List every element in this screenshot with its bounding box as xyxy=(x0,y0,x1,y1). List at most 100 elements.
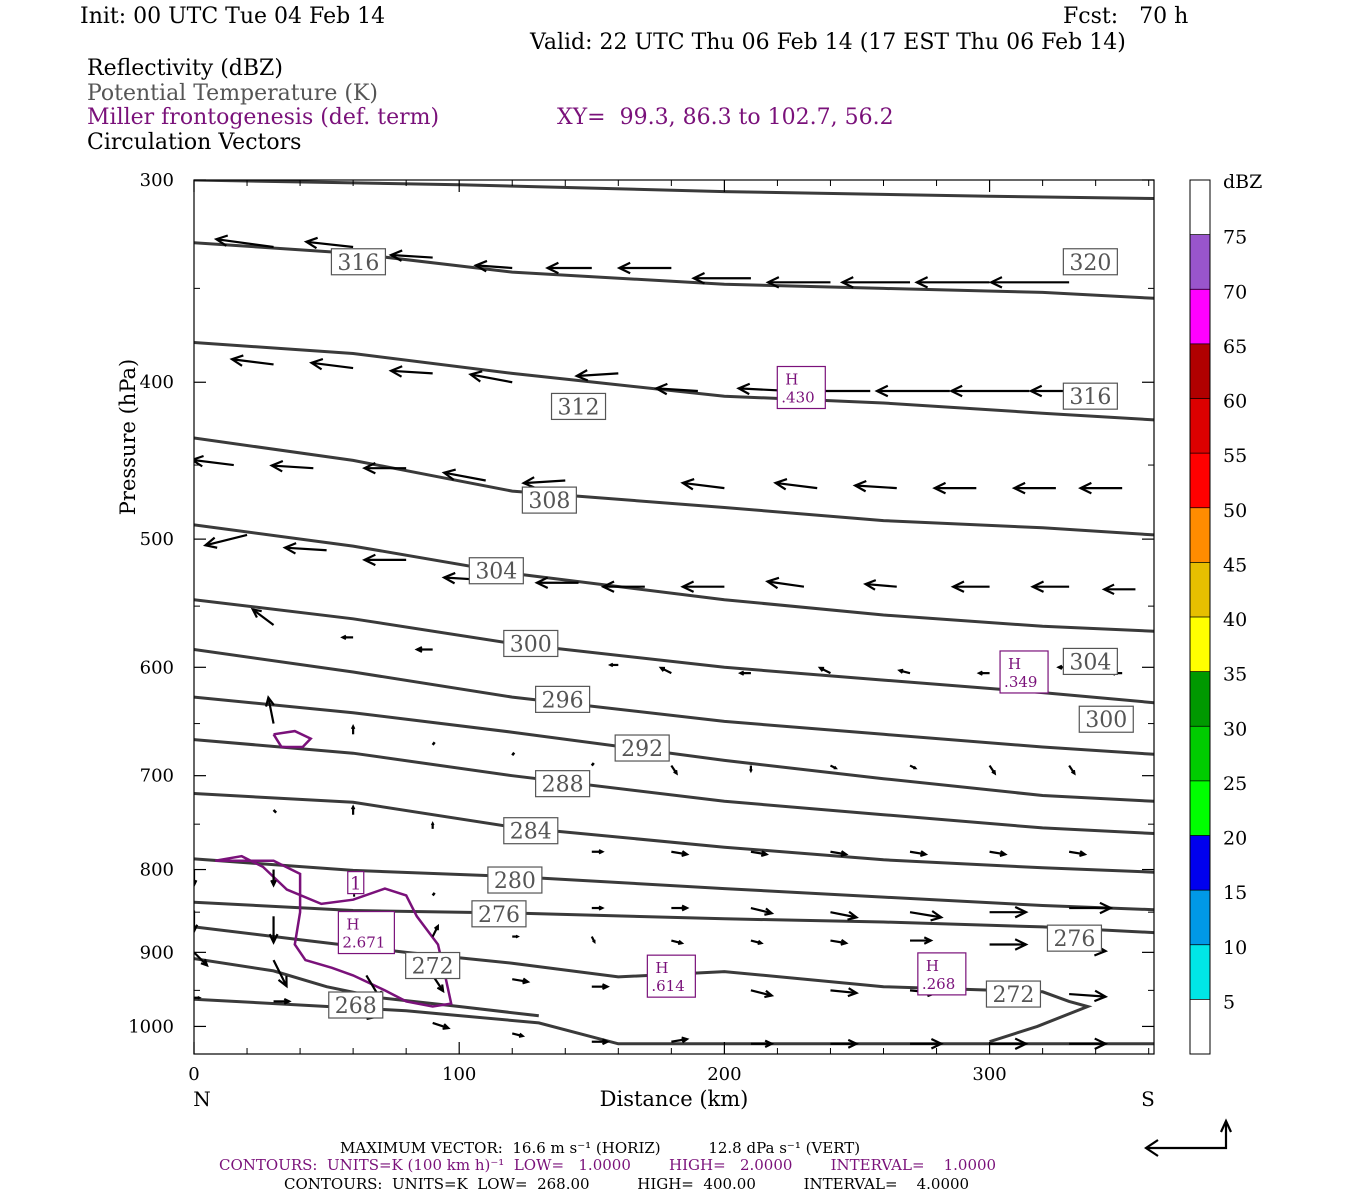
theta-label-box xyxy=(487,866,543,894)
x-tick-label: 0 xyxy=(188,1064,199,1085)
vector-head xyxy=(607,662,614,668)
circulation-vector xyxy=(989,938,1029,951)
theta-label-text: 288 xyxy=(542,773,584,798)
theta-label-text: 276 xyxy=(478,903,520,928)
vector-head xyxy=(839,276,854,289)
vector-head xyxy=(1014,1037,1029,1051)
circulation-vector xyxy=(268,916,279,945)
circulation-vector xyxy=(765,576,805,590)
vector-head xyxy=(840,939,849,946)
vector-head xyxy=(897,668,904,674)
theta-label-box xyxy=(330,248,387,276)
colorbar-label: 40 xyxy=(1223,609,1247,631)
theta-label: 304 xyxy=(1062,647,1118,675)
vector-shaft xyxy=(271,464,314,470)
circulation-vector xyxy=(910,1038,944,1050)
theta-label-text: 316 xyxy=(1069,385,1111,410)
colorbar-label: 5 xyxy=(1223,991,1235,1013)
vector-head xyxy=(282,542,297,555)
circulation-vector xyxy=(362,461,407,475)
vector-head xyxy=(930,910,944,922)
vector-head xyxy=(817,666,825,672)
y-tick-label: 1000 xyxy=(128,1016,174,1037)
circulation-vector xyxy=(830,987,859,998)
y-tick-label: 500 xyxy=(140,529,174,550)
frontogenesis-max-box xyxy=(917,952,967,996)
vector-head xyxy=(833,765,838,770)
vector-head xyxy=(765,276,780,289)
circulation-vector xyxy=(213,234,274,249)
theta-label-box xyxy=(985,980,1042,1008)
y-tick-label: 600 xyxy=(140,657,174,678)
frontogenesis-max-value: .430 xyxy=(781,389,814,407)
vector-shaft xyxy=(252,608,275,626)
frontogenesis-max-box xyxy=(776,365,826,410)
colorbar-segment xyxy=(1190,234,1210,290)
field-label-reflectivity: Reflectivity (dBZ) xyxy=(87,56,283,81)
frontogenesis-max-box xyxy=(646,954,696,998)
field-label-frontogenesis: Miller frontogenesis (def. term) xyxy=(87,105,440,130)
y-tick-label: 700 xyxy=(140,766,174,787)
vector-head xyxy=(515,934,520,939)
theta-label: 308 xyxy=(521,486,577,514)
frontogenesis-max-value: .614 xyxy=(651,977,684,995)
vector-head xyxy=(1079,850,1088,857)
footer-max-vector: MAXIMUM VECTOR: 16.6 m s⁻¹ (HORIZ) 12.8 … xyxy=(340,1139,861,1157)
theta-label-box xyxy=(550,392,607,421)
circulation-vector xyxy=(909,910,944,922)
frontogenesis-max: H.349 xyxy=(999,650,1049,694)
theta-label: 312 xyxy=(550,392,607,421)
theta-label-box xyxy=(328,991,384,1019)
theta-label: 300 xyxy=(503,629,559,657)
vector-head xyxy=(1028,384,1043,398)
vector-head xyxy=(574,369,589,382)
frontogenesis-max-h: H xyxy=(785,371,798,389)
circulation-vector xyxy=(989,905,1029,919)
vector-head xyxy=(914,276,929,289)
vector-head xyxy=(681,1036,690,1044)
vector-head xyxy=(847,987,859,998)
circulation-vector xyxy=(414,646,433,653)
circulation-vector xyxy=(264,695,275,724)
vector-shaft xyxy=(855,484,897,490)
circulation-vector xyxy=(362,553,407,567)
theta-contour-296 xyxy=(194,648,1154,756)
circulation-vector xyxy=(829,764,838,770)
circulation-vector xyxy=(830,850,849,857)
vector-head xyxy=(680,580,695,593)
circulation-vector xyxy=(591,849,605,855)
theta-label-box xyxy=(535,770,591,798)
vector-head xyxy=(202,536,218,549)
colorbar-label: 20 xyxy=(1223,828,1247,850)
vector-head xyxy=(433,923,440,931)
circulation-vector xyxy=(910,936,934,945)
circulation-vector xyxy=(511,1032,526,1038)
vector-head xyxy=(598,905,605,911)
circulation-vector xyxy=(468,370,513,384)
theta-label: 288 xyxy=(535,770,591,798)
vector-head xyxy=(468,370,483,383)
vector-head xyxy=(601,983,610,991)
vector-shaft xyxy=(909,850,926,856)
colorbar-label: 25 xyxy=(1223,773,1247,795)
theta-label: 272 xyxy=(405,951,461,980)
vector-head xyxy=(442,1023,451,1030)
circulation-vector xyxy=(671,939,685,945)
circulation-vector xyxy=(988,276,1070,289)
circulation-vector xyxy=(950,580,990,593)
circulation-vector xyxy=(897,668,911,675)
circulation-vector xyxy=(750,989,775,999)
circulation-vector xyxy=(432,1021,451,1030)
vector-head xyxy=(930,1038,944,1050)
vector-head xyxy=(601,1038,610,1046)
circulation-vector xyxy=(874,384,950,398)
circulation-vector xyxy=(817,666,831,675)
y-axis-title: Pressure (hPa) xyxy=(116,359,140,515)
theta-label-text: 300 xyxy=(1085,708,1127,733)
vector-head xyxy=(874,384,889,398)
circulation-vector xyxy=(670,764,678,776)
colorbar-label: 65 xyxy=(1223,336,1247,358)
colorbar-segment xyxy=(1190,453,1210,508)
frontogenesis-contour-1 xyxy=(272,729,313,749)
colorbar-segment xyxy=(1190,343,1210,399)
